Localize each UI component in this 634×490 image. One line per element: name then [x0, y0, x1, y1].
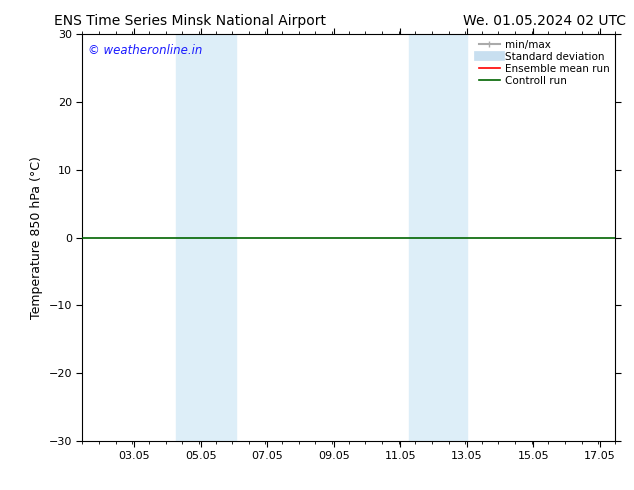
Text: © weatheronline.in: © weatheronline.in — [87, 45, 202, 57]
Bar — [176, 34, 236, 441]
Bar — [409, 34, 467, 441]
Y-axis label: Temperature 850 hPa (°C): Temperature 850 hPa (°C) — [30, 156, 43, 319]
Legend: min/max, Standard deviation, Ensemble mean run, Controll run: min/max, Standard deviation, Ensemble me… — [479, 40, 610, 86]
Text: ENS Time Series Minsk National Airport: ENS Time Series Minsk National Airport — [54, 14, 327, 28]
Text: We. 01.05.2024 02 UTC: We. 01.05.2024 02 UTC — [463, 14, 626, 28]
